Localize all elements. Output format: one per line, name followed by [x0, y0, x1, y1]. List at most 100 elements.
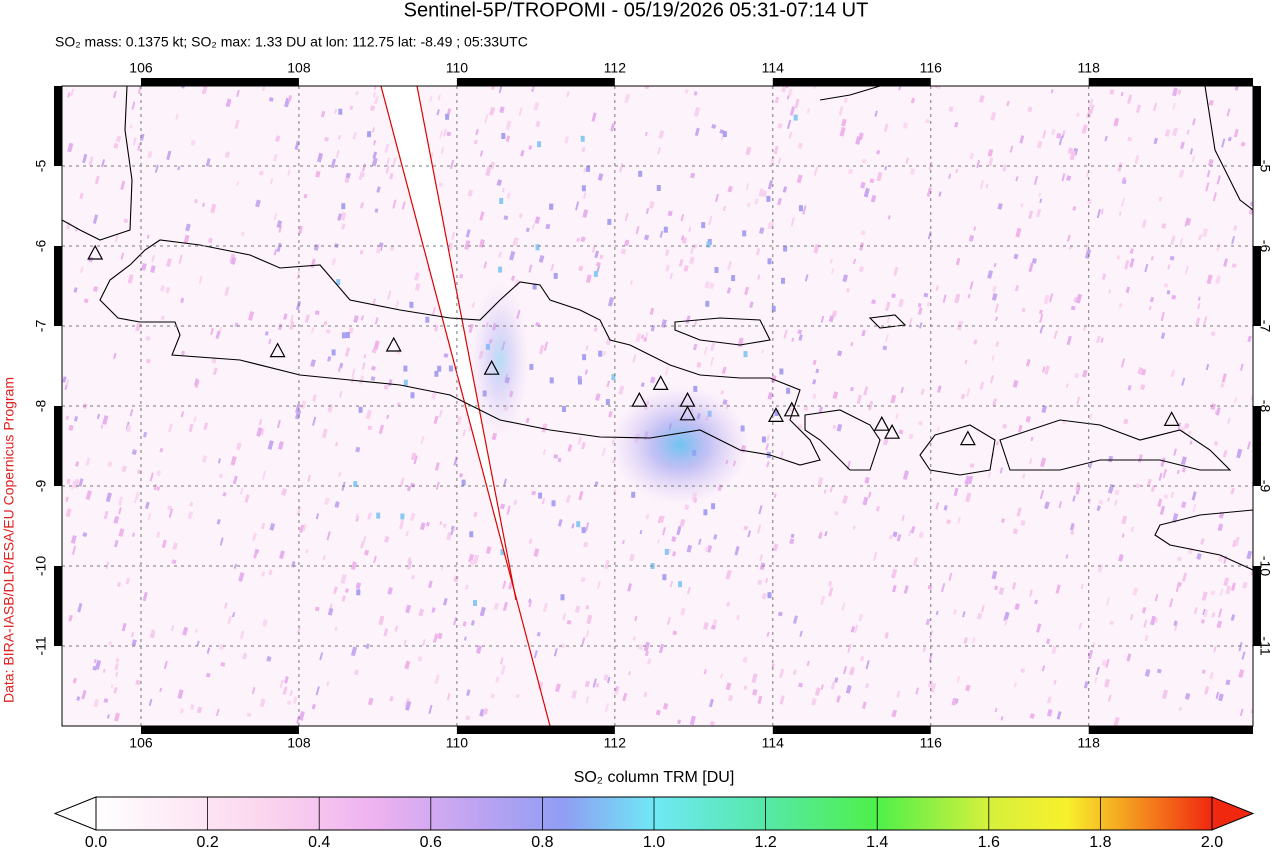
so2-pixel — [1039, 198, 1043, 204]
so2-pixel — [320, 110, 326, 118]
so2-pixel — [688, 226, 692, 233]
so2-pixel — [767, 592, 772, 599]
so2-pixel — [284, 676, 289, 684]
so2-pixel — [114, 663, 119, 671]
so2-pixel — [1083, 681, 1089, 689]
so2-pixel — [1053, 679, 1057, 685]
so2-pixel — [1233, 128, 1239, 138]
so2-pixel — [754, 198, 759, 205]
so2-pixel — [712, 618, 718, 627]
colorbar-tick-label: 0.2 — [196, 834, 218, 851]
so2-pixel — [883, 437, 889, 446]
so2-pixel — [787, 88, 793, 96]
frame-segment — [140, 78, 299, 86]
so2-pixel — [462, 429, 467, 437]
so2-pixel — [1106, 597, 1111, 606]
x-tick-label: 118 — [1078, 60, 1101, 76]
so2-pixel — [847, 643, 852, 654]
so2-pixel — [1215, 691, 1220, 700]
coastline — [819, 86, 881, 101]
so2-pixel — [957, 320, 964, 331]
so2-pixel — [374, 208, 379, 213]
so2-pixel — [746, 202, 751, 208]
so2-pixel — [1181, 466, 1186, 473]
so2-pixel — [965, 492, 972, 503]
so2-pixel — [620, 248, 627, 255]
so2-pixel — [994, 585, 999, 591]
so2-pixel — [855, 136, 862, 145]
so2-pixel — [847, 168, 854, 175]
so2-pixel — [419, 522, 426, 531]
so2-pixel — [80, 266, 84, 274]
so2-pixel — [327, 607, 334, 616]
so2-pixel — [439, 520, 443, 526]
so2-pixel — [1204, 686, 1210, 695]
so2-pixel — [1203, 609, 1209, 618]
so2-pixel — [403, 365, 408, 372]
so2-pixel — [968, 475, 974, 485]
so2-pixel — [1109, 89, 1115, 95]
so2-pixel — [703, 622, 709, 630]
so2-pixel — [166, 258, 172, 268]
so2-pixel — [635, 332, 642, 343]
so2-pixel — [858, 613, 864, 622]
so2-pixel — [371, 127, 376, 133]
so2-pixel — [1191, 491, 1197, 501]
so2-pixel — [542, 449, 547, 456]
so2-pixel — [503, 215, 509, 221]
so2-pixel — [1036, 140, 1043, 149]
so2-pixel — [593, 270, 598, 277]
so2-pixel — [538, 492, 543, 499]
so2-pixel — [1148, 306, 1152, 311]
subtitle: SO₂ mass: 0.1375 kt; SO₂ max: 1.33 DU at… — [55, 34, 528, 50]
so2-pixel — [73, 478, 80, 489]
so2-pixel — [78, 478, 84, 487]
so2-pixel — [1210, 403, 1216, 411]
so2-pixel — [85, 457, 91, 466]
so2-pixel — [852, 525, 856, 531]
so2-pixel — [315, 686, 320, 696]
so2-pixel — [842, 665, 848, 675]
so2-pixel — [948, 572, 953, 581]
so2-pixel — [680, 214, 685, 222]
so2-pixel — [236, 442, 242, 451]
so2-pixel — [619, 163, 624, 173]
so2-pixel — [297, 627, 301, 634]
so2-pixel — [372, 151, 378, 160]
so2-pixel — [565, 494, 571, 504]
so2-pixel — [147, 150, 153, 159]
so2-pixel — [774, 410, 779, 416]
so2-pixel — [292, 696, 298, 704]
so2-pixel — [1154, 594, 1159, 602]
so2-pixel — [1238, 642, 1243, 652]
so2-pixel — [392, 199, 397, 209]
so2-pixel — [1104, 135, 1108, 142]
so2-pixel — [404, 660, 411, 670]
so2-pixel — [276, 242, 282, 253]
so2-pixel — [976, 612, 983, 620]
so2-pixel — [1014, 284, 1020, 292]
so2-pixel — [358, 375, 365, 385]
so2-pixel — [1231, 582, 1236, 591]
so2-pixel — [353, 669, 360, 676]
so2-pixel — [567, 444, 573, 452]
so2-pixel — [281, 488, 287, 496]
so2-pixel — [1088, 98, 1094, 109]
so2-pixel — [1247, 335, 1252, 343]
so2-plume — [610, 385, 750, 505]
so2-pixel — [88, 156, 94, 166]
so2-pixel — [450, 529, 454, 536]
so2-pixel — [761, 436, 766, 443]
so2-pixel — [918, 420, 923, 426]
so2-pixel — [304, 314, 310, 323]
so2-pixel — [190, 704, 195, 710]
so2-pixel — [258, 170, 264, 176]
so2-pixel — [383, 628, 389, 637]
so2-pixel — [582, 209, 589, 219]
so2-pixel — [757, 579, 763, 586]
so2-pixel — [403, 639, 407, 646]
so2-pixel — [1107, 694, 1112, 702]
so2-pixel — [766, 631, 770, 637]
so2-pixel — [532, 283, 537, 290]
